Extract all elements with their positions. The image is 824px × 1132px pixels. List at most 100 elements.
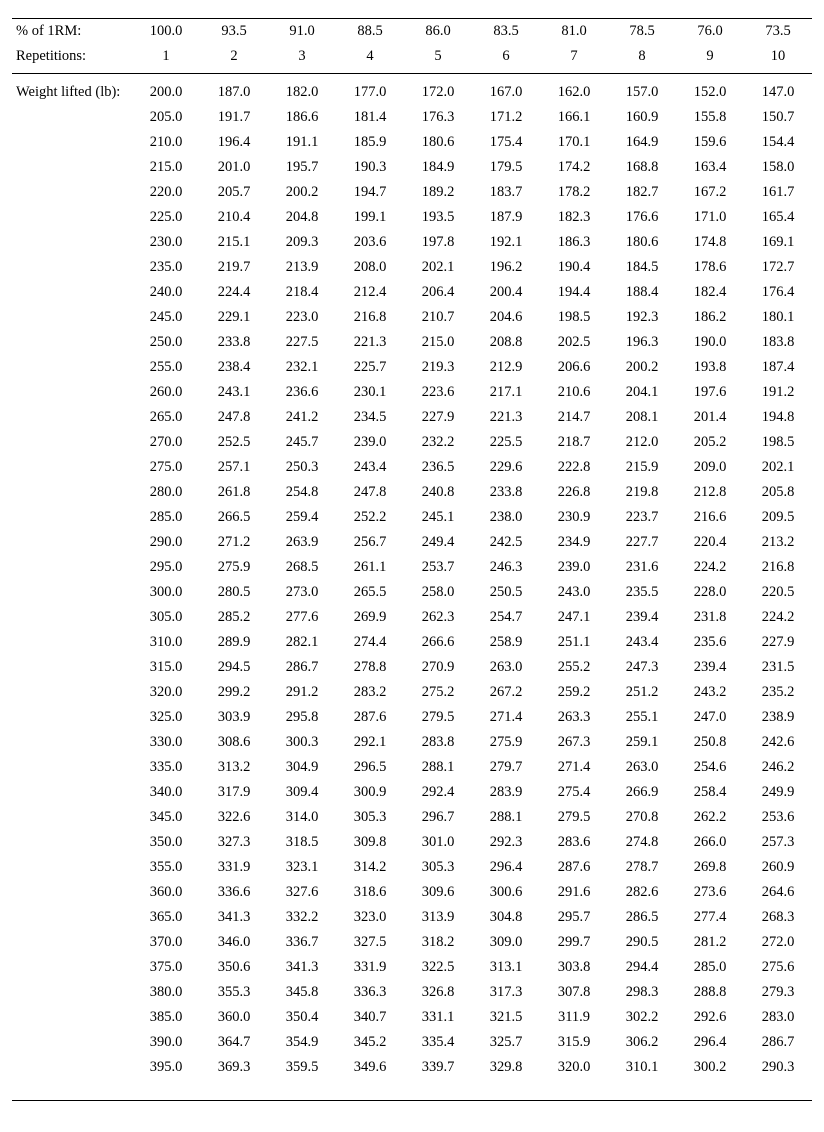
weight-cell: 177.0	[336, 74, 404, 106]
weight-cell: 283.0	[744, 1005, 812, 1030]
row-label-empty	[12, 780, 132, 805]
weight-cell: 325.0	[132, 705, 200, 730]
weight-cell: 230.0	[132, 230, 200, 255]
row-label-empty	[12, 655, 132, 680]
weight-cell: 300.2	[676, 1055, 744, 1086]
table-row: 395.0369.3359.5349.6339.7329.8320.0310.1…	[12, 1055, 812, 1086]
weight-cell: 227.5	[268, 330, 336, 355]
weight-cell: 268.3	[744, 905, 812, 930]
header-percent-row: % of 1RM: 100.0 93.5 91.0 88.5 86.0 83.5…	[12, 19, 812, 45]
weight-cell: 187.9	[472, 205, 540, 230]
table-row: 230.0215.1209.3203.6197.8192.1186.3180.6…	[12, 230, 812, 255]
weight-cell: 306.2	[608, 1030, 676, 1055]
weight-cell: 184.5	[608, 255, 676, 280]
weight-cell: 212.4	[336, 280, 404, 305]
weight-cell: 266.0	[676, 830, 744, 855]
weight-cell: 302.2	[608, 1005, 676, 1030]
weight-cell: 175.4	[472, 130, 540, 155]
row-label-empty	[12, 730, 132, 755]
row-label-empty	[12, 605, 132, 630]
row-label-empty	[12, 205, 132, 230]
weight-cell: 345.8	[268, 980, 336, 1005]
weight-cell: 275.0	[132, 455, 200, 480]
weight-cell: 313.9	[404, 905, 472, 930]
row-label-empty	[12, 230, 132, 255]
weight-cell: 239.4	[608, 605, 676, 630]
weight-cell: 247.8	[200, 405, 268, 430]
weight-cell: 170.1	[540, 130, 608, 155]
weight-cell: 210.4	[200, 205, 268, 230]
weight-cell: 283.2	[336, 680, 404, 705]
weight-cell: 176.6	[608, 205, 676, 230]
weight-cell: 323.0	[336, 905, 404, 930]
row-label-empty	[12, 855, 132, 880]
weight-cell: 171.0	[676, 205, 744, 230]
weight-cell: 165.4	[744, 205, 812, 230]
weight-cell: 300.0	[132, 580, 200, 605]
weight-cell: 187.0	[200, 74, 268, 106]
weight-cell: 339.7	[404, 1055, 472, 1086]
weight-cell: 196.3	[608, 330, 676, 355]
weight-cell: 167.0	[472, 74, 540, 106]
table-row: 245.0229.1223.0216.8210.7204.6198.5192.3…	[12, 305, 812, 330]
row-label-empty	[12, 1030, 132, 1055]
percent-col: 100.0	[132, 19, 200, 45]
weight-cell: 295.7	[540, 905, 608, 930]
weight-cell: 385.0	[132, 1005, 200, 1030]
weight-cell: 169.1	[744, 230, 812, 255]
weight-cell: 290.0	[132, 530, 200, 555]
weight-cell: 200.0	[132, 74, 200, 106]
weight-cell: 327.6	[268, 880, 336, 905]
weight-cell: 253.7	[404, 555, 472, 580]
weight-cell: 335.4	[404, 1030, 472, 1055]
weight-cell: 238.0	[472, 505, 540, 530]
weight-cell: 224.2	[676, 555, 744, 580]
weight-cell: 216.6	[676, 505, 744, 530]
weight-cell: 262.3	[404, 605, 472, 630]
weight-cell: 294.5	[200, 655, 268, 680]
percent-col: 86.0	[404, 19, 472, 45]
weight-cell: 283.6	[540, 830, 608, 855]
row-label-empty	[12, 305, 132, 330]
weight-cell: 317.9	[200, 780, 268, 805]
weight-cell: 150.7	[744, 105, 812, 130]
weight-cell: 202.1	[744, 455, 812, 480]
table-row: 380.0355.3345.8336.3326.8317.3307.8298.3…	[12, 980, 812, 1005]
row-label-empty	[12, 1005, 132, 1030]
row-label-empty	[12, 255, 132, 280]
weight-cell: 201.4	[676, 405, 744, 430]
weight-cell: 220.5	[744, 580, 812, 605]
weight-cell: 257.1	[200, 455, 268, 480]
weight-cell: 275.9	[200, 555, 268, 580]
weight-cell: 164.9	[608, 130, 676, 155]
weight-cell: 162.0	[540, 74, 608, 106]
weight-cell: 285.2	[200, 605, 268, 630]
weight-cell: 290.3	[744, 1055, 812, 1086]
weight-cell: 191.7	[200, 105, 268, 130]
weight-cell: 309.0	[472, 930, 540, 955]
weight-cell: 301.0	[404, 830, 472, 855]
weight-cell: 210.7	[404, 305, 472, 330]
table-row: 375.0350.6341.3331.9322.5313.1303.8294.4…	[12, 955, 812, 980]
weight-cell: 215.0	[132, 155, 200, 180]
weight-cell: 183.7	[472, 180, 540, 205]
table-row: 255.0238.4232.1225.7219.3212.9206.6200.2…	[12, 355, 812, 380]
weight-cell: 390.0	[132, 1030, 200, 1055]
table-row: 325.0303.9295.8287.6279.5271.4263.3255.1…	[12, 705, 812, 730]
weight-cell: 380.0	[132, 980, 200, 1005]
row-label-empty	[12, 155, 132, 180]
weight-cell: 300.6	[472, 880, 540, 905]
weight-cell: 255.2	[540, 655, 608, 680]
weight-cell: 176.3	[404, 105, 472, 130]
table-row: 355.0331.9323.1314.2305.3296.4287.6278.7…	[12, 855, 812, 880]
weight-cell: 190.3	[336, 155, 404, 180]
weight-cell: 251.2	[608, 680, 676, 705]
weight-cell: 260.0	[132, 380, 200, 405]
weight-cell: 275.6	[744, 955, 812, 980]
row-label-empty	[12, 905, 132, 930]
weight-cell: 159.6	[676, 130, 744, 155]
weight-cell: 184.9	[404, 155, 472, 180]
percent-col: 88.5	[336, 19, 404, 45]
weight-lifted-label: Weight lifted (lb):	[12, 74, 132, 106]
weight-cell: 233.8	[472, 480, 540, 505]
